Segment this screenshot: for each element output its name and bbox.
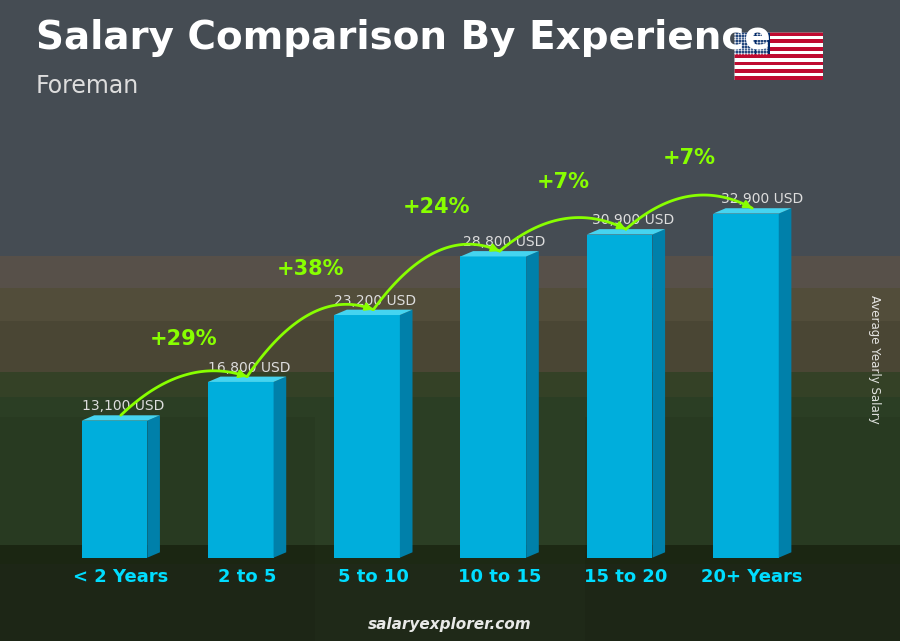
Text: Average Yearly Salary: Average Yearly Salary bbox=[868, 295, 881, 423]
Text: +24%: +24% bbox=[403, 197, 470, 217]
Text: 13,100 USD: 13,100 USD bbox=[82, 399, 164, 413]
Polygon shape bbox=[82, 415, 160, 420]
Polygon shape bbox=[778, 208, 791, 558]
Bar bbox=[82, 420, 148, 558]
Bar bbox=[450, 320, 900, 641]
Text: 2 to 5: 2 to 5 bbox=[218, 568, 276, 586]
Polygon shape bbox=[713, 208, 791, 213]
Polygon shape bbox=[208, 377, 286, 382]
Text: Foreman: Foreman bbox=[36, 74, 140, 97]
Bar bbox=[461, 256, 526, 558]
Bar bbox=[734, 54, 824, 58]
Bar bbox=[208, 382, 274, 558]
Polygon shape bbox=[400, 310, 412, 558]
Text: +7%: +7% bbox=[536, 172, 590, 192]
Text: 32,900 USD: 32,900 USD bbox=[721, 192, 803, 206]
Bar bbox=[0, 417, 315, 641]
Bar bbox=[734, 76, 824, 80]
Text: +7%: +7% bbox=[662, 148, 716, 168]
Polygon shape bbox=[461, 251, 539, 256]
Text: 15 to 20: 15 to 20 bbox=[584, 568, 668, 586]
Text: 5 to 10: 5 to 10 bbox=[338, 568, 409, 586]
Polygon shape bbox=[274, 377, 286, 558]
Polygon shape bbox=[334, 310, 412, 315]
Text: +38%: +38% bbox=[276, 259, 344, 279]
Bar bbox=[734, 58, 824, 62]
Bar bbox=[734, 72, 824, 76]
Bar bbox=[585, 417, 900, 641]
Bar bbox=[734, 32, 770, 54]
Bar bbox=[734, 47, 824, 51]
Bar bbox=[0, 320, 450, 641]
Text: < 2 Years: < 2 Years bbox=[73, 568, 168, 586]
Bar bbox=[0, 545, 900, 641]
Polygon shape bbox=[148, 415, 160, 558]
Bar bbox=[713, 213, 778, 558]
Polygon shape bbox=[526, 251, 539, 558]
Bar bbox=[334, 315, 400, 558]
Bar bbox=[587, 235, 652, 558]
Text: 23,200 USD: 23,200 USD bbox=[334, 294, 417, 308]
Bar bbox=[734, 62, 824, 65]
Polygon shape bbox=[587, 229, 665, 235]
Bar bbox=[734, 43, 824, 47]
Text: 28,800 USD: 28,800 USD bbox=[463, 235, 545, 249]
Text: 30,900 USD: 30,900 USD bbox=[592, 213, 674, 227]
Bar bbox=[734, 51, 824, 54]
Bar bbox=[734, 65, 824, 69]
Bar bbox=[734, 36, 824, 40]
Bar bbox=[734, 40, 824, 43]
Text: 20+ Years: 20+ Years bbox=[701, 568, 803, 586]
Text: +29%: +29% bbox=[150, 329, 218, 349]
Bar bbox=[0, 256, 900, 397]
Polygon shape bbox=[652, 229, 665, 558]
Text: salaryexplorer.com: salaryexplorer.com bbox=[368, 617, 532, 633]
Bar bbox=[734, 69, 824, 72]
Text: Salary Comparison By Experience: Salary Comparison By Experience bbox=[36, 19, 770, 57]
Bar bbox=[0, 372, 900, 564]
Text: 10 to 15: 10 to 15 bbox=[458, 568, 541, 586]
Bar bbox=[734, 32, 824, 36]
Text: 16,800 USD: 16,800 USD bbox=[208, 361, 291, 374]
Bar bbox=[0, 0, 900, 288]
